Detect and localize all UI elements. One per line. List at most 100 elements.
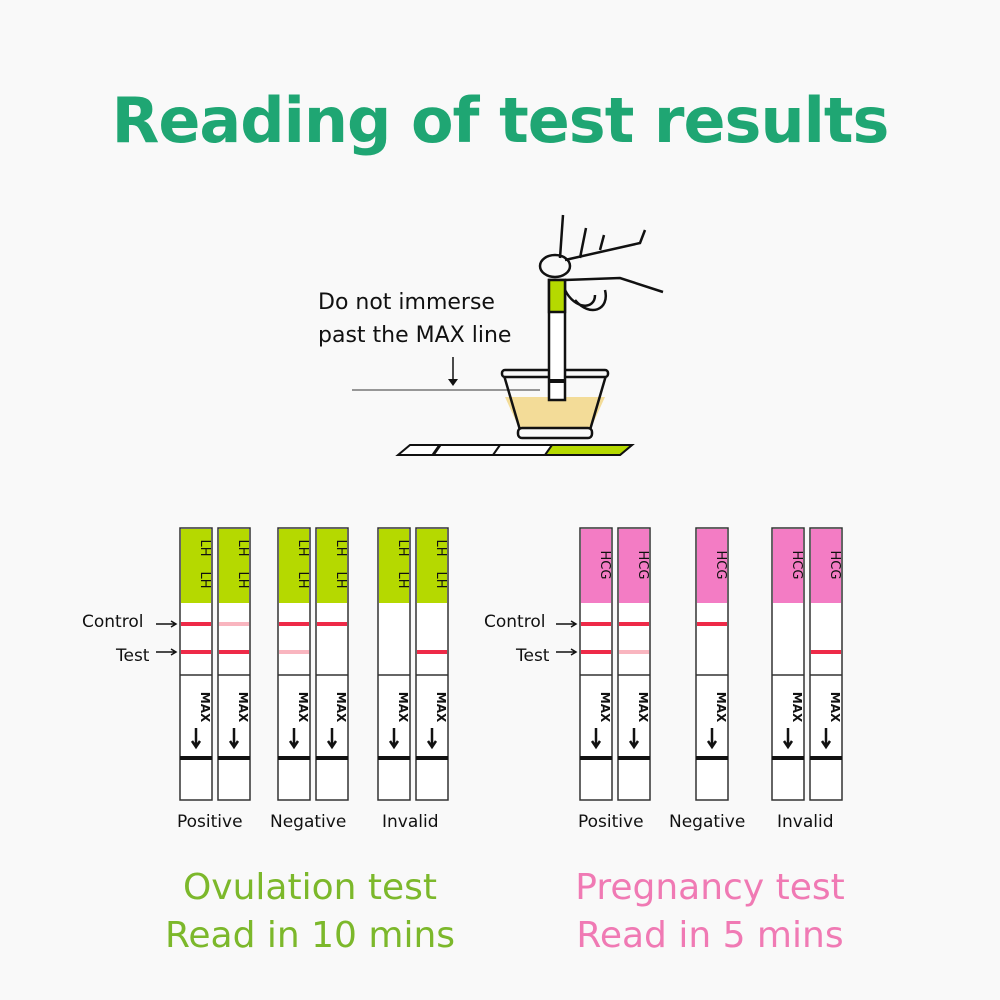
ovulation-control-label: Control	[82, 612, 144, 632]
strip-label-text: HCG	[597, 551, 612, 580]
down-arrow-icon	[426, 728, 438, 750]
arrow-head-icon	[448, 379, 458, 386]
max-line	[180, 756, 212, 760]
control-line	[181, 622, 211, 626]
max-text: MAX	[790, 692, 804, 723]
max-text: MAX	[334, 692, 348, 723]
ovulation-strip-invalid: LH LH MAX	[415, 527, 449, 801]
max-text: MAX	[296, 692, 310, 723]
instruction-line-1: Do not immerse	[318, 290, 495, 315]
pregnancy-positive-label: Positive	[578, 812, 644, 832]
lying-strip-label-area	[543, 444, 635, 456]
max-line	[218, 756, 250, 760]
strip-label-area	[317, 529, 347, 603]
test-line	[619, 650, 649, 654]
control-line	[279, 622, 309, 626]
strip-label-text: LH	[333, 539, 348, 556]
strip-label-text: LH	[197, 539, 212, 556]
max-line	[810, 756, 842, 760]
strip-label-text: LH	[295, 539, 310, 556]
dipped-strip-label-area	[547, 278, 567, 314]
max-text: MAX	[714, 692, 728, 723]
test-line	[219, 650, 249, 654]
max-line	[316, 756, 348, 760]
down-arrow-icon	[326, 728, 338, 750]
strip-label-text: LH	[433, 539, 448, 556]
test-line	[581, 650, 611, 654]
control-line	[219, 622, 249, 626]
down-arrow-icon	[228, 728, 240, 750]
pointer-arrow-icon	[156, 648, 178, 656]
pregnancy-control-label: Control	[484, 612, 546, 632]
pregnancy-strip-negative: HCG MAX	[695, 527, 729, 801]
test-strips: LH LH MAX LH LH MAX LH LH MAX LH LH MAX LH LH MAX LH LH M…	[156, 527, 843, 801]
cup-base	[516, 426, 594, 440]
ovulation-invalid-label: Invalid	[382, 812, 439, 832]
ovulation-caption: Ovulation test Read in 10 mins	[110, 864, 510, 960]
down-arrow-icon	[820, 728, 832, 750]
dipping-illustration	[352, 214, 664, 456]
strip-label-text: LH	[295, 571, 310, 588]
down-arrow-icon	[288, 728, 300, 750]
strip-label-text: HCG	[789, 551, 804, 580]
pregnancy-strip-invalid: HCG MAX	[809, 527, 843, 801]
pointer-arrow-icon	[556, 620, 578, 628]
down-arrow-icon	[388, 728, 400, 750]
ovulation-strip-invalid: LH LH MAX	[377, 527, 411, 801]
max-line	[772, 756, 804, 760]
control-line	[317, 622, 347, 626]
max-text: MAX	[636, 692, 650, 723]
strip-label-text: LH	[197, 571, 212, 588]
pregnancy-caption: Pregnancy test Read in 5 mins	[510, 864, 910, 960]
ovulation-negative-label: Negative	[270, 812, 347, 832]
strip-label-area	[379, 529, 409, 603]
down-arrow-icon	[190, 728, 202, 750]
pregnancy-title: Pregnancy test	[575, 867, 845, 908]
max-line	[696, 756, 728, 760]
pointer-arrow-icon	[156, 620, 178, 628]
strip-label-area	[219, 529, 249, 603]
pregnancy-strip-invalid: HCG MAX	[771, 527, 805, 801]
strip-label-area	[581, 529, 611, 603]
strip-label-area	[417, 529, 447, 603]
strip-label-text: HCG	[635, 551, 650, 580]
strip-label-text: LH	[235, 539, 250, 556]
test-line	[417, 650, 447, 654]
pregnancy-negative-label: Negative	[669, 812, 746, 832]
pregnancy-subtitle: Read in 5 mins	[576, 915, 844, 956]
strip-label-text: LH	[395, 539, 410, 556]
strip-label-text: HCG	[713, 551, 728, 580]
ovulation-strip-positive: LH LH MAX	[217, 527, 251, 801]
ovulation-title: Ovulation test	[182, 867, 438, 908]
control-line	[619, 622, 649, 626]
strip-label-area	[619, 529, 649, 603]
pointer-arrow-icon	[556, 648, 578, 656]
strip-label-area	[279, 529, 309, 603]
strip-label-area	[811, 529, 841, 603]
max-line	[580, 756, 612, 760]
max-text: MAX	[198, 692, 212, 723]
pregnancy-strip-positive: HCG MAX	[617, 527, 651, 801]
ovulation-strip-negative: LH LH MAX	[277, 527, 311, 801]
pregnancy-invalid-label: Invalid	[777, 812, 834, 832]
ovulation-test-label: Test	[116, 646, 150, 666]
instruction-line-2: past the MAX line	[318, 323, 512, 348]
max-line	[278, 756, 310, 760]
hand	[558, 214, 664, 312]
down-arrow-icon	[706, 728, 718, 750]
test-line	[181, 650, 211, 654]
lying-strip-max-line	[431, 444, 442, 456]
down-arrow-icon	[782, 728, 794, 750]
urine	[505, 397, 605, 430]
max-line	[378, 756, 410, 760]
strip-label-area	[697, 529, 727, 603]
max-line	[618, 756, 650, 760]
ovulation-subtitle: Read in 10 mins	[164, 915, 456, 956]
max-text: MAX	[236, 692, 250, 723]
down-arrow-icon	[590, 728, 602, 750]
page-title: Reading of test results	[111, 84, 890, 157]
max-text: MAX	[396, 692, 410, 723]
ovulation-strip-negative: LH LH MAX	[315, 527, 349, 801]
strip-label-text: LH	[395, 571, 410, 588]
